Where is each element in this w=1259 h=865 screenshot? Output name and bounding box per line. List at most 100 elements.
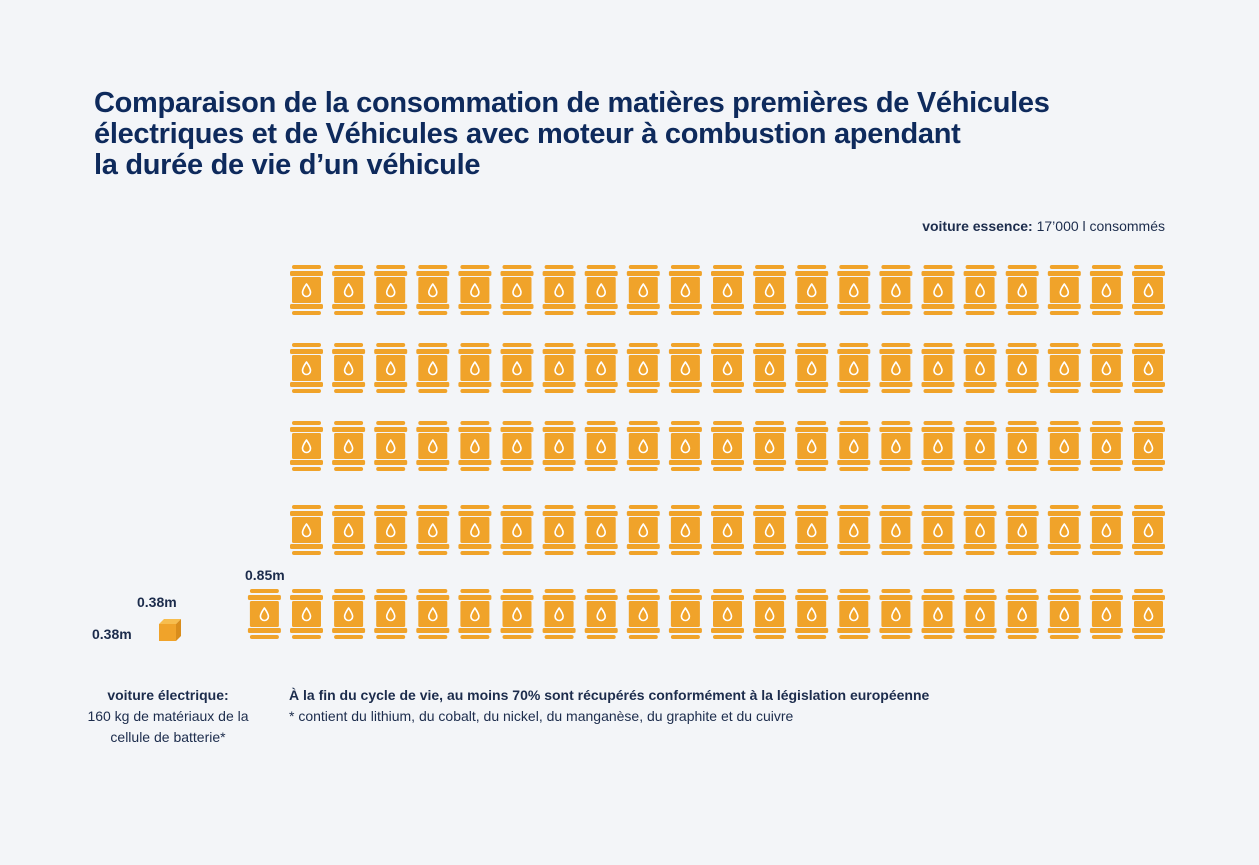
oil-barrel-icon — [795, 343, 829, 393]
electric-car-label: voiture électrique: 160 kg de matériaux … — [78, 685, 258, 748]
barrel-height-label: 0.85m — [245, 567, 285, 583]
oil-barrel-icon — [626, 265, 660, 315]
recycling-note: À la fin du cycle de vie, au moins 70% s… — [289, 685, 929, 727]
drop-icon — [470, 607, 480, 622]
oil-barrel-icon — [921, 265, 955, 315]
drop-icon — [301, 361, 312, 376]
oil-barrel-icon — [500, 421, 534, 471]
oil-barrel-icon — [584, 421, 618, 471]
oil-barrel-icon — [1089, 343, 1123, 393]
battery-cube-icon — [159, 619, 181, 641]
drop-icon — [1143, 361, 1154, 376]
oil-barrel-icon — [290, 265, 323, 315]
oil-barrel-icon — [879, 343, 913, 393]
drop-icon — [1017, 283, 1027, 298]
oil-barrel-icon — [668, 421, 702, 471]
drop-icon — [806, 283, 817, 298]
drop-icon — [722, 607, 733, 622]
drop-icon — [680, 439, 691, 454]
drop-icon — [1059, 607, 1070, 622]
oil-barrel-icon — [626, 505, 660, 555]
oil-barrel-icon — [332, 505, 366, 555]
drop-icon — [470, 523, 480, 538]
drop-icon — [680, 283, 691, 298]
drop-icon — [470, 439, 480, 454]
oil-barrel-icon — [1005, 343, 1039, 393]
oil-barrel-icon — [584, 505, 618, 555]
drop-icon — [933, 523, 943, 538]
drop-icon — [385, 283, 396, 298]
oil-barrel-icon — [1005, 265, 1039, 315]
drop-icon — [596, 361, 606, 376]
drop-icon — [806, 361, 817, 376]
drop-icon — [764, 607, 775, 622]
oil-barrel-icon — [1047, 265, 1081, 315]
oil-barrel-icon — [416, 265, 450, 315]
oil-barrel-icon — [332, 589, 366, 639]
oil-barrel-icon — [1005, 505, 1039, 555]
oil-barrel-icon — [837, 265, 871, 315]
oil-barrel-icon — [753, 505, 787, 555]
drop-icon — [849, 523, 859, 538]
drop-icon — [1017, 523, 1027, 538]
drop-icon — [975, 361, 985, 376]
oil-barrel-icon — [879, 265, 913, 315]
oil-barrel-icon — [1089, 505, 1123, 555]
drop-icon — [512, 607, 522, 622]
drop-icon — [1059, 283, 1070, 298]
oil-barrel-icon — [500, 265, 534, 315]
drop-icon — [891, 283, 901, 298]
drop-icon — [554, 523, 564, 538]
oil-barrel-icon — [963, 343, 997, 393]
drop-icon — [1059, 361, 1070, 376]
drop-icon — [385, 523, 396, 538]
drop-icon — [1059, 523, 1070, 538]
drop-icon — [975, 439, 985, 454]
oil-barrel-icon — [500, 505, 534, 555]
oil-barrel-icon — [795, 421, 829, 471]
drop-icon — [722, 439, 733, 454]
oil-barrel-icon — [1005, 421, 1039, 471]
oil-barrel-icon — [668, 343, 702, 393]
drop-icon — [891, 607, 901, 622]
drop-icon — [638, 607, 649, 622]
oil-barrel-icon — [1047, 589, 1081, 639]
oil-barrel-icon — [921, 421, 955, 471]
drop-icon — [933, 283, 943, 298]
oil-barrel-icon — [290, 421, 323, 471]
oil-barrel-icon — [963, 421, 997, 471]
oil-barrel-icon — [921, 505, 955, 555]
oil-barrel-icon — [1089, 265, 1123, 315]
drop-icon — [975, 607, 985, 622]
oil-barrel-icon — [753, 589, 787, 639]
drop-icon — [933, 607, 943, 622]
oil-barrel-icon — [542, 421, 576, 471]
oil-barrel-icon — [626, 421, 660, 471]
oil-barrel-icon — [879, 505, 913, 555]
oil-barrel-icon — [837, 421, 871, 471]
oil-barrel-icon — [416, 343, 450, 393]
oil-barrel-icon — [1089, 589, 1123, 639]
drop-icon — [343, 283, 354, 298]
drop-icon — [638, 523, 649, 538]
oil-barrel-icon — [795, 589, 829, 639]
drop-icon — [806, 439, 817, 454]
drop-icon — [764, 361, 775, 376]
drop-icon — [301, 439, 312, 454]
oil-barrel-icon — [1047, 421, 1081, 471]
drop-icon — [1101, 439, 1112, 454]
oil-barrel-icon — [1132, 421, 1165, 471]
drop-icon — [428, 283, 438, 298]
oil-barrel-icon — [458, 343, 492, 393]
drop-icon — [1101, 283, 1112, 298]
oil-barrel-icon — [879, 421, 913, 471]
oil-barrel-icon — [1132, 265, 1165, 315]
oil-barrel-icon — [542, 265, 576, 315]
oil-barrel-icon — [879, 589, 913, 639]
oil-barrel-icon — [332, 265, 366, 315]
drop-icon — [722, 523, 733, 538]
oil-barrel-icon — [332, 421, 366, 471]
oil-barrel-icon — [711, 421, 744, 471]
oil-barrel-icon — [626, 589, 660, 639]
drop-icon — [806, 523, 817, 538]
